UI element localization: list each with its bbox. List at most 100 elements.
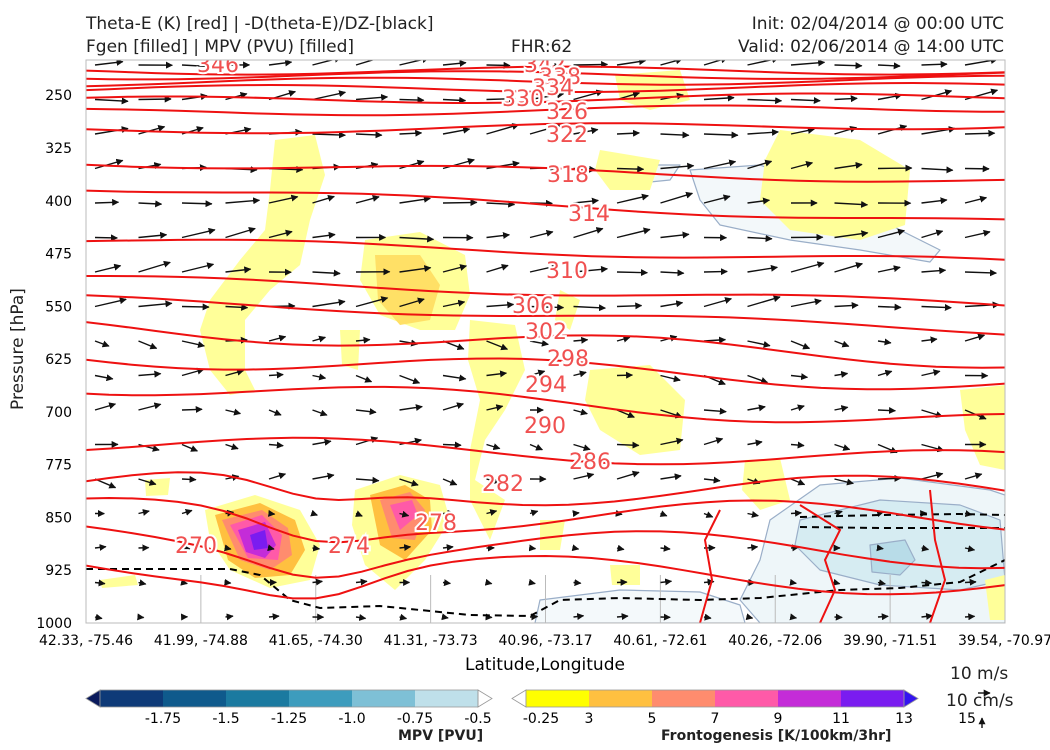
y-tick-label: 1000 xyxy=(36,616,72,632)
wind-vector xyxy=(95,202,118,203)
wind-vector xyxy=(704,479,720,481)
theta-e-contour-label: 326 xyxy=(546,100,588,125)
theta-e-contour-label: 290 xyxy=(524,414,566,439)
wind-vector xyxy=(1009,514,1018,517)
wind-vector xyxy=(313,514,318,516)
x-tick-label: 41.99, -74.88 xyxy=(154,633,248,649)
wind-vector xyxy=(95,100,128,102)
wind-vector xyxy=(617,472,639,479)
wind-vector xyxy=(791,445,804,446)
y-tick-label: 550 xyxy=(45,299,72,315)
wind-vector xyxy=(661,193,693,203)
theta-e-contour-label: 310 xyxy=(546,259,588,284)
wind-vector xyxy=(922,474,943,479)
wind-vector xyxy=(574,307,606,309)
wind-vector xyxy=(748,617,753,618)
theta-e-contour-label: 302 xyxy=(525,320,567,345)
wind-vector xyxy=(574,583,581,584)
wind-vector xyxy=(182,583,187,584)
wind-vector xyxy=(226,583,231,584)
wind-vector xyxy=(704,98,734,100)
wind-vector xyxy=(617,548,624,549)
theta-e-contour-label: 294 xyxy=(525,373,567,398)
wind-vector xyxy=(139,617,144,618)
mpv-region xyxy=(535,590,745,623)
wind-vector xyxy=(269,514,275,515)
wind-vector xyxy=(530,445,542,450)
wind-vector xyxy=(269,337,286,341)
wind-vector xyxy=(791,513,801,514)
wind-vector xyxy=(313,272,341,274)
wind-vector xyxy=(1009,301,1038,307)
wind-vector xyxy=(95,617,102,618)
wind-vector xyxy=(95,341,109,346)
fgen-region xyxy=(100,575,138,588)
wind-vector xyxy=(965,198,986,203)
wind-vector xyxy=(617,133,639,134)
wind-vector xyxy=(182,341,204,346)
wind-vector xyxy=(1009,335,1031,341)
wind-vector xyxy=(487,304,514,306)
wind-vector xyxy=(661,476,682,479)
theta-e-contour-label: 314 xyxy=(568,202,610,227)
wind-vector xyxy=(1009,56,1041,65)
wind-vector xyxy=(748,442,763,445)
wind-vector xyxy=(791,100,820,101)
wind-vector xyxy=(313,548,320,549)
y-tick-label: 775 xyxy=(45,458,72,474)
wind-vector xyxy=(182,230,215,238)
wind-vector xyxy=(791,406,804,410)
wind-vector xyxy=(226,445,239,449)
wind-vector xyxy=(878,410,895,411)
wind-vector xyxy=(443,376,466,379)
wind-vector xyxy=(617,445,639,446)
wind-vector xyxy=(356,97,387,100)
wind-vector xyxy=(182,445,197,451)
wind-vector xyxy=(139,203,162,204)
wind-vector xyxy=(965,582,976,583)
wind-vector xyxy=(95,547,106,548)
x-tick-label: 41.65, -74.30 xyxy=(269,633,363,649)
wind-vector xyxy=(965,474,982,479)
wind-vector xyxy=(269,445,283,446)
fgen-region xyxy=(468,320,525,540)
wind-vector xyxy=(443,160,474,169)
wind-vector xyxy=(356,134,382,135)
wind-vector xyxy=(617,306,642,307)
wind-vector xyxy=(574,340,588,341)
wind-vector xyxy=(748,132,779,134)
wind-vector xyxy=(661,272,684,273)
fgen-colorbar-swatch xyxy=(778,690,842,707)
mpv-colorbar-tick: -1.5 xyxy=(212,711,239,727)
wind-vector xyxy=(748,58,779,65)
wind-vector xyxy=(269,62,292,65)
wind-vector xyxy=(530,232,553,238)
wind-vector xyxy=(139,404,161,410)
wind-vector xyxy=(400,407,423,410)
fgen-colorbar-tick: 11 xyxy=(832,711,850,727)
wind-vector xyxy=(791,583,796,584)
wind-vector xyxy=(965,133,995,134)
wind-vector xyxy=(791,301,821,307)
wind-vector xyxy=(139,262,171,272)
x-tick-label: 40.26, -72.06 xyxy=(728,633,822,649)
wind-vector xyxy=(1009,581,1019,582)
wind-vector xyxy=(835,373,848,375)
wind-vector xyxy=(1009,272,1043,274)
wind-vector xyxy=(182,409,202,410)
wind-vector xyxy=(574,372,587,375)
wind-vector xyxy=(704,439,723,445)
wind-vector xyxy=(356,581,367,582)
wind-vector xyxy=(922,307,952,308)
wind-vector xyxy=(269,474,285,479)
wind-vector xyxy=(139,583,146,585)
wind-vector xyxy=(95,376,113,379)
mpv-colorbar-swatch xyxy=(352,690,416,707)
wind-vector xyxy=(356,197,379,203)
wind-vector xyxy=(443,445,461,446)
mpv-colorbar-tick: -1.75 xyxy=(145,711,181,727)
theta-e-contour xyxy=(86,438,1005,465)
theta-e-contour-label: 298 xyxy=(547,347,589,372)
wind-vector xyxy=(617,169,644,170)
wind-vector xyxy=(965,272,996,273)
